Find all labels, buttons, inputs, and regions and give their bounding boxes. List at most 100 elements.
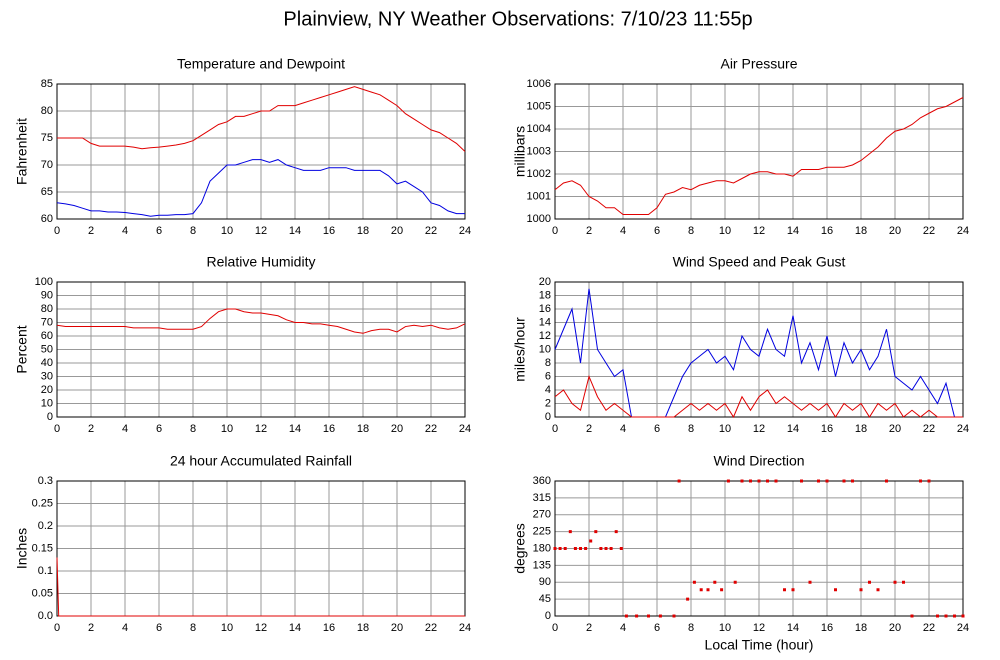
y-axis-label: millibars bbox=[512, 126, 528, 177]
x-tick-label: 6 bbox=[654, 423, 660, 435]
data-line bbox=[56, 159, 465, 217]
y-tick-label: 0 bbox=[47, 411, 53, 423]
x-tick-label: 18 bbox=[357, 423, 369, 435]
y-axis-label: degrees bbox=[512, 523, 528, 574]
y-tick-label: 0 bbox=[545, 610, 551, 622]
x-tick-label: 16 bbox=[821, 423, 833, 435]
x-tick-label: 4 bbox=[620, 423, 626, 435]
y-tick-label: 18 bbox=[539, 289, 551, 301]
y-tick-label: 270 bbox=[533, 509, 551, 521]
panel-title: Wind Direction bbox=[713, 453, 804, 469]
y-tick-label: 100 bbox=[35, 276, 53, 288]
data-point bbox=[553, 547, 557, 550]
y-tick-label: 0.0 bbox=[38, 610, 53, 622]
y-tick-label: 90 bbox=[41, 289, 53, 301]
data-point bbox=[749, 479, 752, 483]
x-tick-label: 12 bbox=[255, 423, 267, 435]
x-tick-label: 10 bbox=[221, 225, 233, 237]
data-point bbox=[624, 614, 628, 618]
y-tick-label: 4 bbox=[545, 384, 551, 396]
x-tick-label: 10 bbox=[221, 622, 233, 634]
x-tick-label: 12 bbox=[255, 622, 267, 634]
y-tick-label: 0.2 bbox=[38, 520, 53, 532]
y-tick-label: 0.3 bbox=[38, 475, 53, 487]
data-point bbox=[842, 479, 846, 483]
x-tick-label: 16 bbox=[323, 622, 335, 634]
x-tick-label: 16 bbox=[323, 225, 335, 237]
data-point bbox=[757, 479, 761, 483]
plot-frame bbox=[56, 281, 466, 418]
x-tick-label: 12 bbox=[255, 225, 267, 237]
data-point bbox=[609, 547, 613, 550]
x-tick-label: 0 bbox=[54, 622, 60, 634]
data-point bbox=[766, 479, 769, 483]
data-point bbox=[953, 614, 956, 618]
x-tick-label: 4 bbox=[122, 225, 128, 237]
x-tick-label: 4 bbox=[620, 622, 626, 634]
x-tick-label: 8 bbox=[688, 622, 694, 634]
x-tick-label: 16 bbox=[821, 225, 833, 237]
data-point bbox=[808, 580, 812, 584]
data-point bbox=[692, 580, 696, 584]
y-tick-label: 40 bbox=[41, 357, 53, 369]
y-tick-label: 135 bbox=[533, 559, 551, 571]
data-point bbox=[834, 588, 837, 592]
y-tick-label: 60 bbox=[41, 213, 53, 225]
y-tick-label: 14 bbox=[539, 316, 551, 328]
x-tick-label: 20 bbox=[391, 225, 403, 237]
data-point bbox=[817, 479, 820, 483]
data-point bbox=[579, 547, 582, 550]
data-line bbox=[57, 86, 466, 152]
x-tick-label: 18 bbox=[357, 225, 369, 237]
x-tick-label: 4 bbox=[620, 225, 626, 237]
data-point bbox=[713, 580, 717, 584]
data-point bbox=[893, 580, 897, 584]
data-point bbox=[733, 580, 737, 584]
x-tick-label: 22 bbox=[425, 622, 437, 634]
data-point bbox=[859, 588, 863, 592]
y-axis-label: Inches bbox=[14, 528, 30, 569]
data-point bbox=[919, 479, 922, 483]
panel-title: Wind Speed and Peak Gust bbox=[673, 254, 846, 270]
data-point bbox=[614, 530, 618, 534]
y-axis-label: Fahrenheit bbox=[14, 118, 30, 185]
x-tick-label: 22 bbox=[923, 423, 935, 435]
data-point bbox=[851, 479, 854, 483]
x-tick-label: 10 bbox=[719, 622, 731, 634]
panel: 24 hour Accumulated Rainfall Inches 0.0 0.0… bbox=[14, 453, 471, 634]
x-tick-label: 18 bbox=[855, 225, 867, 237]
y-tick-label: 30 bbox=[41, 370, 53, 382]
data-point bbox=[563, 547, 567, 550]
x-tick-label: 24 bbox=[459, 423, 471, 435]
data-point bbox=[604, 547, 608, 550]
x-tick-label: 8 bbox=[190, 622, 196, 634]
x-tick-label: 0 bbox=[54, 423, 60, 435]
panel: Wind Speed and Peak Gustmiles/hour024681… bbox=[512, 254, 969, 435]
x-tick-label: 8 bbox=[688, 423, 694, 435]
data-point bbox=[720, 588, 724, 592]
data-point bbox=[961, 614, 965, 618]
data-point bbox=[619, 547, 623, 550]
y-tick-label: 2 bbox=[545, 397, 551, 409]
data-point bbox=[783, 588, 786, 592]
y-tick-label: 10 bbox=[539, 343, 551, 355]
x-tick-label: 14 bbox=[787, 622, 799, 634]
y-tick-label: 225 bbox=[533, 526, 551, 538]
y-tick-label: 180 bbox=[533, 542, 551, 554]
y-tick-label: 20 bbox=[41, 384, 53, 396]
x-tick-label: 10 bbox=[719, 423, 731, 435]
y-tick-label: 360 bbox=[533, 475, 551, 487]
y-tick-label: 0.15 bbox=[32, 542, 53, 554]
y-tick-label: 65 bbox=[41, 186, 53, 198]
x-tick-label: 8 bbox=[190, 225, 196, 237]
y-axis-label: Percent bbox=[14, 325, 30, 373]
y-tick-label: 70 bbox=[41, 159, 53, 171]
data-point bbox=[910, 614, 914, 618]
y-tick-label: 70 bbox=[41, 316, 53, 328]
x-tick-label: 12 bbox=[753, 423, 765, 435]
y-tick-label: 1001 bbox=[527, 190, 551, 202]
x-tick-label: 12 bbox=[753, 225, 765, 237]
y-tick-label: 0.25 bbox=[32, 497, 53, 509]
panel: Temperature and DewpointFahrenheit606570… bbox=[14, 56, 471, 237]
